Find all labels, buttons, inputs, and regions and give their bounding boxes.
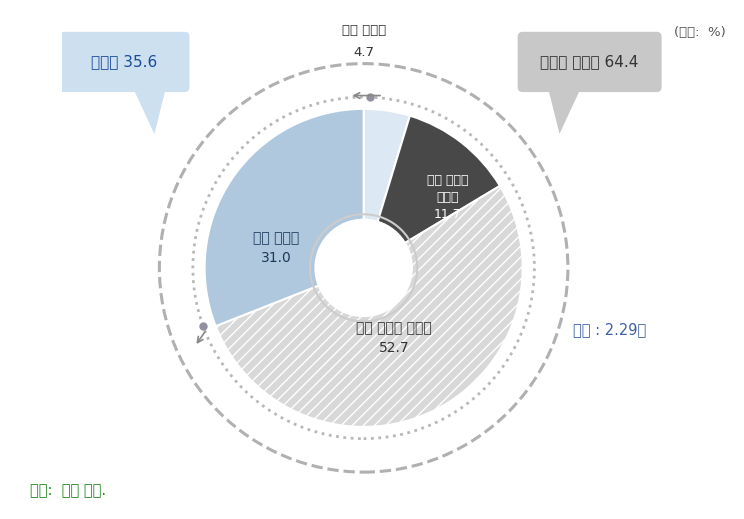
Wedge shape <box>216 186 523 427</box>
Text: 자료:  저자 작성.: 자료: 저자 작성. <box>30 483 106 498</box>
Text: 4.7: 4.7 <box>353 46 374 59</box>
FancyBboxPatch shape <box>518 32 661 92</box>
Text: 별로 느끼지 않는다
52.7: 별로 느끼지 않는다 52.7 <box>356 321 432 355</box>
Text: 많이 느낀다: 많이 느낀다 <box>341 24 385 37</box>
Text: 느낀다 35.6: 느낀다 35.6 <box>91 54 157 70</box>
Text: 약간 느낀다
31.0: 약간 느낀다 31.0 <box>254 231 300 265</box>
Text: 평균 : 2.29점: 평균 : 2.29점 <box>573 322 647 337</box>
Text: 느끼지 않는다 64.4: 느끼지 않는다 64.4 <box>540 54 639 70</box>
Circle shape <box>315 220 412 317</box>
Wedge shape <box>364 109 410 223</box>
Text: (단위:  %): (단위: %) <box>673 26 725 39</box>
Text: 전혀 느끼지
않는다
11.7: 전혀 느끼지 않는다 11.7 <box>426 174 468 221</box>
FancyBboxPatch shape <box>59 32 190 92</box>
Wedge shape <box>205 109 364 326</box>
Polygon shape <box>548 87 581 134</box>
Polygon shape <box>132 87 166 134</box>
Wedge shape <box>377 116 500 244</box>
